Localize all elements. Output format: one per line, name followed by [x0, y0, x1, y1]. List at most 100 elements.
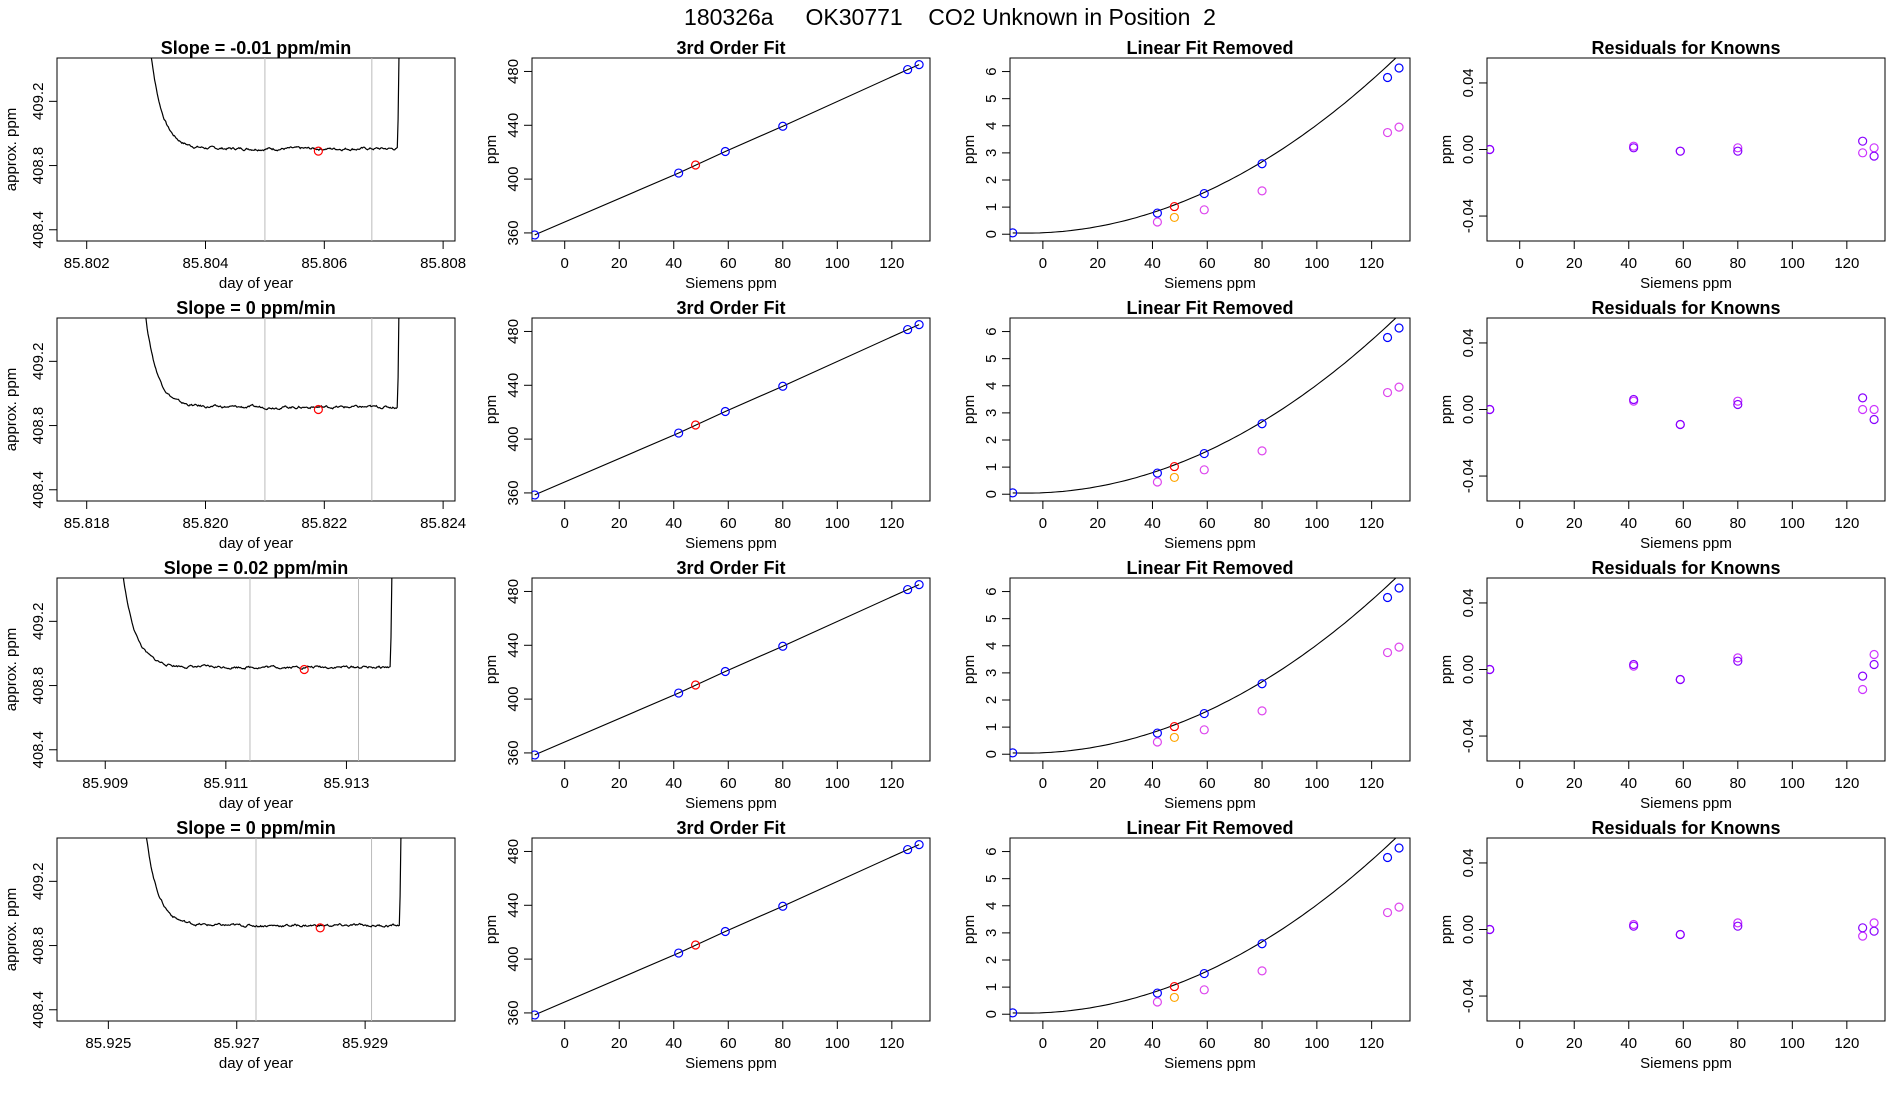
linear-point [1382, 127, 1393, 138]
x-tick-label: 60 [1199, 255, 1216, 272]
linear-point [1199, 725, 1209, 735]
residual-point-a [1487, 144, 1495, 155]
x-tick-label: 100 [1304, 255, 1329, 272]
known-point [1382, 72, 1393, 83]
x-tick-label: 80 [774, 775, 791, 792]
x-tick-label: 0 [1516, 255, 1524, 272]
known-point [1010, 748, 1018, 758]
known-point [1257, 419, 1267, 429]
x-tick-label: 120 [879, 775, 904, 792]
unknown-linear-point [1169, 212, 1179, 223]
known-point [903, 584, 913, 595]
panel-time-series-2: Slope = 0 ppm/min day of year approx. ppm 8… [3, 298, 466, 552]
unknown-point [1169, 201, 1179, 212]
y-tick-label: 0.00 [1460, 135, 1477, 164]
residual-point-a [1733, 146, 1743, 156]
x-tick-label: 100 [1304, 1035, 1329, 1052]
unknown-point [313, 146, 323, 156]
known-point [1394, 583, 1404, 593]
fit-line [534, 584, 920, 756]
concentration-trace [150, 58, 400, 152]
x-tick-label: 0 [1516, 1035, 1524, 1052]
x-tick-label: 20 [1089, 775, 1106, 792]
x-tick-label: 0 [561, 255, 569, 272]
residual-point-a [1733, 921, 1743, 931]
panel-residuals-4: Residuals for Knowns Siemens ppm ppm 0 20 40 6… [1438, 818, 1886, 1072]
known-point [1382, 332, 1393, 343]
y-axis-label: ppm [961, 135, 978, 164]
x-tick-label: 80 [1254, 775, 1271, 792]
known-point [720, 146, 730, 157]
y-tick-label: 2 [983, 696, 1000, 704]
panel-title: 3rd Order Fit [676, 818, 785, 838]
x-tick-label: 20 [1566, 515, 1583, 532]
residual-point-a [1629, 921, 1639, 931]
y-tick-label: 0.04 [1460, 328, 1477, 357]
known-point [532, 750, 540, 760]
known-point [914, 319, 924, 330]
x-axis-label: Siemens ppm [1164, 795, 1256, 812]
y-tick-label: 480 [505, 579, 522, 604]
y-axis-label: ppm [1438, 135, 1455, 164]
unknown-point [690, 420, 701, 430]
fit-line [534, 844, 920, 1016]
x-tick-label: 0 [1516, 775, 1524, 792]
x-tick-label: 120 [879, 1035, 904, 1052]
y-tick-label: 3 [983, 409, 1000, 417]
residual-point-a [1733, 656, 1743, 666]
y-tick-label: 6 [983, 587, 1000, 595]
x-tick-label: 100 [825, 775, 850, 792]
x-tick-label: 85.822 [301, 515, 347, 532]
unknown-point [1169, 721, 1179, 732]
x-tick-label: 20 [1089, 1035, 1106, 1052]
x-axis-label: Siemens ppm [685, 535, 777, 552]
linear-point [1152, 217, 1162, 227]
y-tick-label: 440 [505, 113, 522, 138]
unknown-linear-point [1169, 732, 1179, 743]
plot-frame [56, 317, 456, 502]
x-tick-label: 100 [1780, 255, 1805, 272]
known-point [914, 59, 924, 70]
residual-point-a [1629, 659, 1639, 670]
y-tick-label: 409.2 [30, 83, 47, 121]
y-tick-label: 480 [505, 319, 522, 344]
x-tick-label: 0 [561, 775, 569, 792]
x-tick-label: 0 [1039, 515, 1047, 532]
known-point [720, 666, 730, 677]
residual-point-a [1858, 671, 1868, 681]
y-axis-label: ppm [961, 915, 978, 944]
panel-title: Slope = 0.02 ppm/min [164, 558, 349, 578]
y-tick-label: 360 [505, 740, 522, 765]
x-tick-label: 85.802 [64, 255, 110, 272]
y-tick-label: 480 [505, 839, 522, 864]
linear-point [1199, 205, 1209, 215]
linear-point [1257, 706, 1267, 716]
plot-frame [531, 577, 931, 762]
known-point [1199, 708, 1209, 719]
x-tick-label: 60 [1675, 775, 1692, 792]
panel-residuals-3: Residuals for Knowns Siemens ppm ppm 0 20 40 6… [1438, 558, 1886, 812]
y-tick-label: 2 [983, 176, 1000, 184]
residual-point-b [1858, 148, 1868, 158]
linear-point [1152, 997, 1162, 1007]
y-tick-label: 0 [983, 1010, 1000, 1018]
x-tick-label: 100 [1304, 515, 1329, 532]
panel-residuals-2: Residuals for Knowns Siemens ppm ppm 0 20 40 6… [1438, 298, 1886, 552]
x-tick-label: 40 [1620, 255, 1637, 272]
residual-point-a [1733, 399, 1743, 410]
residual-point-b [1733, 918, 1743, 928]
y-tick-label: 400 [505, 947, 522, 972]
x-axis-label: day of year [219, 275, 293, 292]
unknown-point [299, 664, 309, 675]
residual-point-b [1733, 653, 1743, 663]
y-tick-label: -0.04 [1460, 719, 1477, 753]
y-tick-label: -0.04 [1460, 199, 1477, 233]
residual-point-a [1858, 136, 1868, 146]
y-tick-label: 4 [983, 642, 1000, 650]
x-axis-label: Siemens ppm [1640, 535, 1732, 552]
residual-point-b [1858, 931, 1868, 941]
panel-fit-2: 3rd Order Fit Siemens ppm ppm 0 20 40 60 80 100 1… [483, 298, 931, 552]
